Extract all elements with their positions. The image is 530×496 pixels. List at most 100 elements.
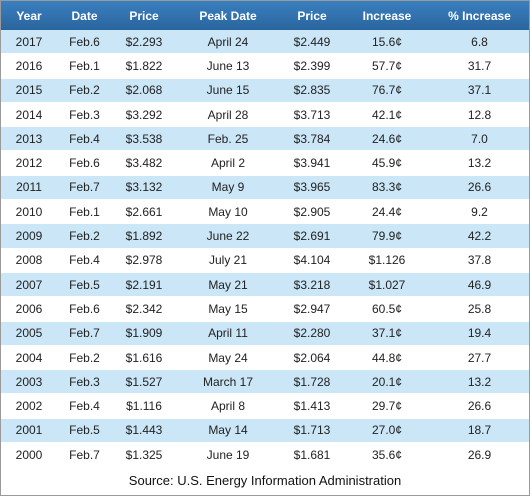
table-cell: $3.784 bbox=[293, 131, 331, 146]
table-cell: 2017 bbox=[15, 34, 43, 49]
table-cell: June 22 bbox=[206, 229, 250, 244]
table-cell: April 11 bbox=[208, 326, 248, 341]
table-cell: $1.909 bbox=[125, 326, 163, 341]
table-cell: $1.616 bbox=[125, 350, 163, 365]
table-cell: 31.7 bbox=[467, 58, 492, 73]
table-cell: Feb.2 bbox=[69, 83, 100, 98]
table-cell: 83.3¢ bbox=[371, 180, 403, 195]
table-cell: 2010 bbox=[15, 204, 43, 219]
table-cell: $1.527 bbox=[125, 374, 163, 389]
table-row: 2012 Feb.6 $3.482 April 2 $3.941 45.9¢ 13.2 bbox=[1, 152, 529, 176]
table-cell: $1.325 bbox=[125, 447, 163, 462]
table-cell: $2.661 bbox=[125, 204, 163, 219]
table-cell: $1.413 bbox=[293, 399, 331, 414]
table-row: 2014 Feb.3 $3.292 April 28 $3.713 42.1¢ 12.8 bbox=[1, 103, 529, 128]
table-cell: $1.116 bbox=[126, 399, 162, 414]
table-cell: $1.822 bbox=[125, 58, 163, 73]
table-cell: 76.7¢ bbox=[371, 83, 403, 98]
column-header: Date bbox=[71, 8, 98, 23]
table-cell: March 17 bbox=[202, 374, 254, 389]
table-cell: 26.6 bbox=[467, 180, 492, 195]
table-cell: Feb.7 bbox=[69, 326, 100, 341]
table-row: 2010 Feb.1 $2.661 May 10 $2.905 24.4¢ 9.2 bbox=[1, 200, 529, 225]
table-row: 2009 Feb.2 $1.892 June 22 $2.691 79.9¢ 42.2 bbox=[1, 224, 529, 249]
table-cell: $2.978 bbox=[125, 253, 163, 268]
table-cell: Feb.1 bbox=[69, 204, 100, 219]
table-row: 2011 Feb.7 $3.132 May 9 $3.965 83.3¢ 26.6 bbox=[1, 175, 529, 201]
table-cell: Feb.1 bbox=[69, 58, 100, 73]
table-row: 2006 Feb.6 $2.342 May 15 $2.947 60.5¢ 25.8 bbox=[1, 297, 529, 322]
table-cell: 2000 bbox=[15, 447, 43, 462]
table-cell: 29.7¢ bbox=[371, 399, 403, 414]
table-cell: 2006 bbox=[15, 301, 43, 316]
table-row: 2016 Feb.1 $1.822 June 13 $2.399 57.7¢ 31.7 bbox=[1, 54, 529, 79]
table-cell: $3.482 bbox=[125, 156, 163, 171]
table-cell: 7.0 bbox=[471, 131, 488, 146]
table-row: 2002 Feb.4 $1.116 April 8 $1.413 29.7¢ 26.6 bbox=[1, 395, 529, 419]
table-cell: 26.9 bbox=[467, 447, 492, 462]
table-cell: $2.293 bbox=[125, 34, 163, 49]
header-row: Year Date Price Peak Date Price Increase % Inc… bbox=[1, 1, 529, 30]
table-cell: 19.4 bbox=[467, 326, 492, 341]
table-row: 2015 Feb.2 $2.068 June 15 $2.835 76.7¢ 37.1 bbox=[1, 78, 529, 103]
table-row: 2003 Feb.3 $1.527 March 17 $1.728 20.1¢ 13.2 bbox=[1, 370, 529, 395]
table-cell: 37.1 bbox=[467, 83, 492, 98]
table-cell: 42.2 bbox=[467, 229, 492, 244]
table-cell: May 14 bbox=[208, 423, 248, 438]
table-cell: Feb.5 bbox=[69, 277, 100, 292]
table-cell: 35.6¢ bbox=[371, 447, 403, 462]
table-cell: 2015 bbox=[15, 83, 43, 98]
column-header: Year bbox=[16, 8, 42, 23]
table-cell: June 19 bbox=[206, 447, 250, 462]
table-cell: $1.713 bbox=[293, 423, 331, 438]
table-cell: Feb.5 bbox=[69, 423, 100, 438]
table-cell: June 13 bbox=[206, 58, 250, 73]
table-cell: 13.2 bbox=[467, 374, 492, 389]
table-cell: 60.5¢ bbox=[371, 301, 403, 316]
table-cell: $2.399 bbox=[293, 58, 331, 73]
table-cell: $3.713 bbox=[293, 107, 331, 122]
table-cell: 12.8 bbox=[467, 107, 492, 122]
table-cell: $1.443 bbox=[125, 423, 163, 438]
table-cell: $1.126 bbox=[368, 253, 406, 268]
table-cell: $2.064 bbox=[293, 350, 331, 365]
table-cell: $2.835 bbox=[293, 83, 331, 98]
table-row: 2007 Feb.5 $2.191 May 21 $3.218 $1.027 46.9 bbox=[1, 273, 529, 298]
table-cell: Feb.7 bbox=[69, 180, 100, 195]
table-cell: Feb.6 bbox=[69, 301, 100, 316]
table-cell: 2012 bbox=[15, 156, 43, 171]
table-cell: $3.941 bbox=[293, 156, 331, 171]
table-cell: 20.1¢ bbox=[371, 374, 403, 389]
column-header: Price bbox=[297, 8, 327, 23]
table-cell: $2.280 bbox=[293, 326, 331, 341]
table-cell: 26.6 bbox=[467, 399, 492, 414]
table-cell: 2016 bbox=[15, 58, 43, 73]
table-cell: 2003 bbox=[15, 374, 43, 389]
table-cell: $2.691 bbox=[293, 229, 331, 244]
table-cell: 2014 bbox=[15, 107, 43, 122]
table-cell: Feb.4 bbox=[69, 253, 100, 268]
table-cell: $4.104 bbox=[293, 253, 331, 268]
table-cell: 9.2 bbox=[471, 204, 488, 219]
source-note: Source: U.S. Energy Information Administ… bbox=[128, 472, 402, 488]
table-cell: Feb.2 bbox=[69, 229, 100, 244]
table-cell: 25.8 bbox=[467, 301, 492, 316]
table-cell: $2.342 bbox=[125, 301, 163, 316]
table-cell: 79.9¢ bbox=[371, 229, 403, 244]
table-cell: Feb. 25 bbox=[207, 131, 249, 146]
table-cell: $2.905 bbox=[293, 204, 331, 219]
table-cell: April 2 bbox=[210, 156, 245, 171]
table-cell: April 24 bbox=[207, 34, 249, 49]
table-row: 2000 Feb.7 $1.325 June 19 $1.681 35.6¢ 26.9 bbox=[1, 443, 529, 468]
table-cell: 2007 bbox=[15, 277, 43, 292]
table-cell: 2002 bbox=[15, 399, 43, 414]
table-row: 2017 Feb.6 $2.293 April 24 $2.449 15.6¢ 6.8 bbox=[1, 30, 529, 55]
column-header: Price bbox=[129, 8, 159, 23]
table-row: 2013 Feb.4 $3.538 Feb. 25 $3.784 24.6¢ 7.0 bbox=[1, 127, 529, 152]
table-cell: May 10 bbox=[208, 204, 248, 219]
table-cell: $2.947 bbox=[293, 301, 331, 316]
table-cell: May 21 bbox=[208, 277, 248, 292]
table-cell: $2.449 bbox=[293, 34, 331, 49]
table-cell: $3.292 bbox=[125, 107, 163, 122]
